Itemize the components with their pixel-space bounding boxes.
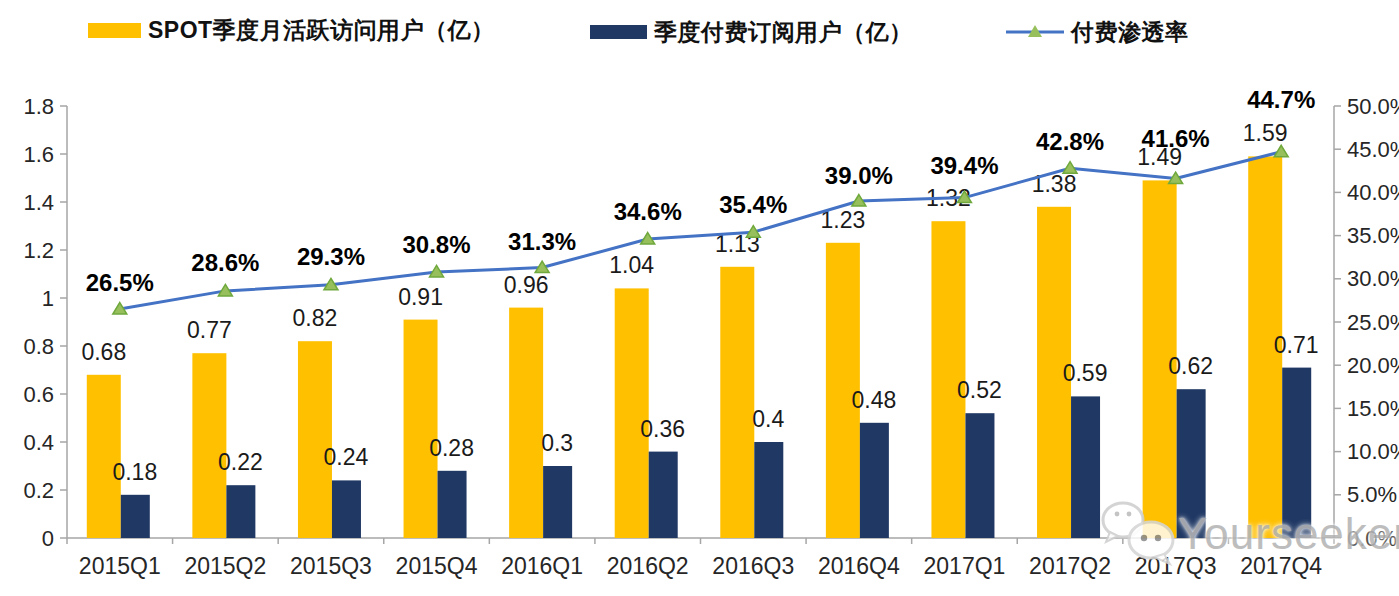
right-axis-tick-label: 10.0% bbox=[1347, 439, 1399, 464]
left-axis-tick-label: 0.2 bbox=[23, 478, 54, 503]
x-axis-category-label: 2017Q3 bbox=[1135, 553, 1217, 579]
right-axis-tick-label: 45.0% bbox=[1347, 137, 1399, 162]
bar-subs bbox=[1071, 396, 1100, 538]
mau-value-label: 1.38 bbox=[1032, 171, 1077, 197]
subs-value-label: 0.3 bbox=[541, 430, 573, 456]
x-axis-category-label: 2016Q3 bbox=[712, 553, 794, 579]
right-axis-tick-label: 25.0% bbox=[1347, 310, 1399, 335]
x-axis-category-label: 2016Q2 bbox=[607, 553, 689, 579]
legend: SPOT季度月活跃访问用户（亿） 季度付费订阅用户（亿） 付费渗透率 bbox=[0, 0, 1399, 60]
penetration-label: 41.6% bbox=[1142, 125, 1210, 152]
subs-value-label: 0.48 bbox=[851, 387, 896, 413]
left-axis-tick-label: 1.6 bbox=[23, 142, 54, 167]
penetration-label: 31.3% bbox=[508, 228, 576, 255]
mau-value-label: 0.96 bbox=[504, 272, 549, 298]
left-axis-tick-label: 0 bbox=[42, 526, 54, 551]
bar-subs bbox=[332, 480, 361, 538]
bar-mau bbox=[720, 267, 754, 538]
subs-value-label: 0.18 bbox=[112, 459, 157, 485]
x-axis-category-label: 2015Q2 bbox=[184, 553, 266, 579]
combo-chart: 0 0.2 0.4 0.6 0.8 1 1.2 1.4 1.6 1.8 0.0% 5.0% 10.0% 1… bbox=[0, 0, 1399, 596]
right-axis-tick-label: 5.0% bbox=[1347, 482, 1397, 507]
subs-swatch-icon bbox=[590, 16, 647, 48]
right-axis-tick-label: 30.0% bbox=[1347, 266, 1399, 291]
legend-label-penetration: 付费渗透率 bbox=[1071, 17, 1189, 48]
x-axis-category-label: 2015Q4 bbox=[396, 553, 478, 579]
mau-value-label: 0.82 bbox=[293, 305, 338, 331]
legend-label-mau: SPOT季度月活跃访问用户（亿） bbox=[148, 15, 495, 46]
left-axis-tick-label: 0.6 bbox=[23, 382, 54, 407]
x-axis-category-label: 2017Q1 bbox=[924, 553, 1006, 579]
mau-value-label: 0.91 bbox=[398, 284, 443, 310]
left-axis-tick-label: 0.8 bbox=[23, 334, 54, 359]
subs-value-label: 0.52 bbox=[957, 377, 1002, 403]
subs-value-label: 0.59 bbox=[1063, 360, 1108, 386]
bar-subs bbox=[965, 413, 994, 538]
subs-value-label: 0.24 bbox=[324, 444, 369, 470]
penetration-label: 26.5% bbox=[86, 269, 154, 296]
penetration-swatch-icon bbox=[1006, 16, 1064, 48]
x-axis-category-label: 2016Q4 bbox=[818, 553, 900, 579]
bar-subs bbox=[226, 485, 255, 538]
subs-value-label: 0.71 bbox=[1274, 332, 1319, 358]
left-axis-tick-label: 1 bbox=[42, 286, 54, 311]
right-axis-tick-label: 35.0% bbox=[1347, 223, 1399, 248]
left-axis-tick-label: 0.4 bbox=[23, 430, 54, 455]
bar-mau bbox=[509, 308, 543, 538]
penetration-label: 35.4% bbox=[719, 191, 787, 218]
line-marker-triangle bbox=[1274, 145, 1288, 157]
bar-subs bbox=[754, 442, 783, 538]
x-axis-category-label: 2016Q1 bbox=[501, 553, 583, 579]
bar-subs bbox=[121, 495, 150, 538]
mau-value-label: 0.77 bbox=[187, 317, 232, 343]
bar-subs bbox=[438, 471, 467, 538]
penetration-label: 29.3% bbox=[297, 243, 365, 270]
legend-item-penetration: 付费渗透率 bbox=[1006, 16, 1189, 48]
left-axis-tick-label: 1.8 bbox=[23, 94, 54, 119]
subs-value-label: 0.4 bbox=[752, 406, 784, 432]
bar-mau bbox=[404, 320, 438, 538]
bar-subs bbox=[1282, 368, 1311, 538]
mau-value-label: 0.68 bbox=[81, 339, 126, 365]
penetration-label: 28.6% bbox=[191, 249, 259, 276]
subs-value-label: 0.28 bbox=[429, 435, 474, 461]
bar-subs bbox=[1177, 389, 1206, 538]
x-axis-category-label: 2017Q2 bbox=[1029, 553, 1111, 579]
mau-value-label: 1.04 bbox=[609, 252, 654, 278]
legend-item-mau: SPOT季度月活跃访问用户（亿） bbox=[88, 14, 495, 46]
right-axis-tick-label: 40.0% bbox=[1347, 180, 1399, 205]
right-axis-tick-label: 50.0% bbox=[1347, 94, 1399, 119]
bar-mau bbox=[298, 341, 332, 538]
penetration-label: 44.7% bbox=[1247, 86, 1315, 113]
chart-canvas: 0 0.2 0.4 0.6 0.8 1 1.2 1.4 1.6 1.8 0.0% 5.0% 10.0% 1… bbox=[0, 0, 1399, 596]
bar-mau bbox=[615, 288, 649, 538]
penetration-label: 39.0% bbox=[825, 162, 893, 189]
x-axis-category-label: 2017Q4 bbox=[1240, 553, 1322, 579]
right-axis-tick-label: 15.0% bbox=[1347, 396, 1399, 421]
subs-value-label: 0.36 bbox=[640, 416, 685, 442]
right-axis-tick-label: 0.0% bbox=[1347, 526, 1397, 551]
penetration-label: 42.8% bbox=[1036, 128, 1104, 155]
subs-value-label: 0.22 bbox=[218, 449, 263, 475]
mau-value-label: 1.59 bbox=[1243, 120, 1288, 146]
x-axis-category-label: 2015Q3 bbox=[290, 553, 372, 579]
bar-subs bbox=[649, 452, 678, 538]
subs-value-label: 0.62 bbox=[1168, 353, 1213, 379]
bar-subs bbox=[860, 423, 889, 538]
penetration-label: 39.4% bbox=[930, 152, 998, 179]
legend-label-subs: 季度付费订阅用户（亿） bbox=[654, 17, 913, 48]
penetration-line bbox=[120, 152, 1281, 309]
bar-mau bbox=[192, 353, 226, 538]
bar-subs bbox=[543, 466, 572, 538]
left-axis-tick-label: 1.2 bbox=[23, 238, 54, 263]
bar-mau bbox=[87, 375, 121, 538]
x-axis-category-label: 2015Q1 bbox=[79, 553, 161, 579]
right-axis-tick-label: 20.0% bbox=[1347, 353, 1399, 378]
legend-item-subs: 季度付费订阅用户（亿） bbox=[590, 16, 913, 48]
mau-swatch-icon bbox=[88, 14, 141, 46]
penetration-label: 34.6% bbox=[614, 198, 682, 225]
left-axis-tick-label: 1.4 bbox=[23, 190, 54, 215]
penetration-label: 30.8% bbox=[403, 231, 471, 258]
